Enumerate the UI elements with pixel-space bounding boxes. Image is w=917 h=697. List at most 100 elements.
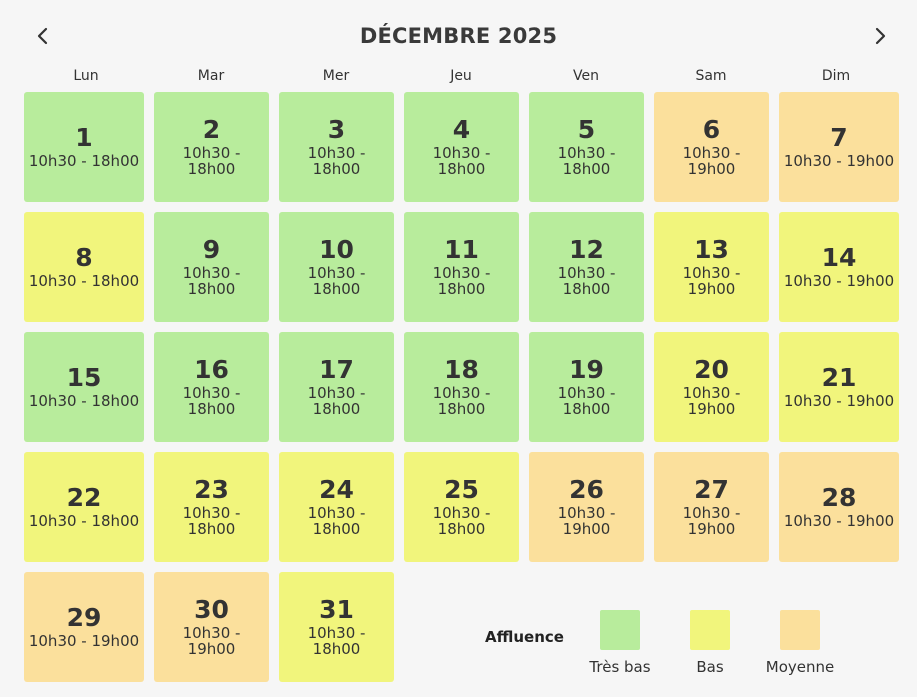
day-number: 16 (194, 355, 229, 384)
day-cell[interactable]: 9 10h30 - 18h00 (154, 212, 269, 322)
legend-swatch-bas (690, 610, 730, 650)
day-cell[interactable]: 25 10h30 - 18h00 (404, 452, 519, 562)
day-number: 6 (702, 115, 721, 144)
day-number: 27 (694, 475, 729, 504)
day-number: 8 (75, 243, 93, 272)
day-cell[interactable]: 24 10h30 - 18h00 (279, 452, 394, 562)
day-cell[interactable]: 29 10h30 - 19h00 (24, 572, 144, 682)
legend-label-tres-bas: Très bas (589, 658, 651, 676)
day-number: 12 (569, 235, 604, 264)
day-number: 14 (821, 243, 857, 272)
day-number: 3 (327, 115, 346, 144)
day-cell[interactable]: 5 10h30 - 18h00 (529, 92, 644, 202)
day-cell[interactable]: 17 10h30 - 18h00 (279, 332, 394, 442)
day-number: 22 (66, 483, 102, 512)
weekday-label: Lun (73, 68, 99, 84)
month-title: DÉCEMBRE 2025 (359, 24, 558, 48)
opening-hours: 10h30 - 18h00 (307, 504, 366, 538)
day-cell[interactable]: 18 10h30 - 18h00 (404, 332, 519, 442)
day-number: 20 (694, 355, 729, 384)
previous-month-button[interactable] (29, 22, 57, 50)
day-cell[interactable]: 15 10h30 - 18h00 (24, 332, 144, 442)
day-cell[interactable]: 31 10h30 - 18h00 (279, 572, 394, 682)
day-cell[interactable]: 6 10h30 - 19h00 (654, 92, 769, 202)
day-number: 18 (444, 355, 479, 384)
day-number: 29 (66, 603, 102, 632)
day-number: 5 (577, 115, 596, 144)
weekday-label: Mar (197, 68, 225, 84)
opening-hours: 10h30 - 19h00 (783, 392, 895, 410)
day-cell[interactable]: 2 10h30 - 18h00 (154, 92, 269, 202)
opening-hours: 10h30 - 18h00 (432, 264, 491, 298)
day-cell[interactable]: 23 10h30 - 18h00 (154, 452, 269, 562)
day-cell[interactable]: 22 10h30 - 18h00 (24, 452, 144, 562)
opening-hours: 10h30 - 19h00 (682, 384, 741, 418)
opening-hours: 10h30 - 19h00 (783, 152, 895, 170)
weekday-label: Jeu (450, 68, 472, 84)
opening-hours: 10h30 - 18h00 (307, 144, 366, 178)
opening-hours: 10h30 - 18h00 (182, 384, 241, 418)
day-number: 10 (319, 235, 354, 264)
opening-hours: 10h30 - 18h00 (28, 152, 140, 170)
opening-hours: 10h30 - 18h00 (28, 392, 140, 410)
chevron-right-icon (875, 27, 886, 45)
opening-hours: 10h30 - 19h00 (557, 504, 616, 538)
opening-hours: 10h30 - 18h00 (307, 624, 366, 658)
next-month-button[interactable] (866, 22, 894, 50)
opening-hours: 10h30 - 18h00 (557, 144, 616, 178)
day-number: 24 (319, 475, 354, 504)
opening-hours: 10h30 - 18h00 (432, 384, 491, 418)
day-cell[interactable]: 21 10h30 - 19h00 (779, 332, 899, 442)
day-number: 31 (319, 595, 354, 624)
opening-hours: 10h30 - 19h00 (182, 624, 241, 658)
day-cell[interactable]: 27 10h30 - 19h00 (654, 452, 769, 562)
day-number: 2 (202, 115, 221, 144)
day-cell[interactable]: 16 10h30 - 18h00 (154, 332, 269, 442)
opening-hours: 10h30 - 19h00 (682, 144, 741, 178)
day-cell[interactable]: 7 10h30 - 19h00 (779, 92, 899, 202)
day-cell[interactable]: 8 10h30 - 18h00 (24, 212, 144, 322)
opening-hours: 10h30 - 18h00 (432, 144, 491, 178)
day-number: 28 (821, 483, 857, 512)
day-cell[interactable]: 20 10h30 - 19h00 (654, 332, 769, 442)
opening-hours: 10h30 - 18h00 (182, 264, 241, 298)
day-cell[interactable]: 14 10h30 - 19h00 (779, 212, 899, 322)
opening-hours: 10h30 - 19h00 (783, 272, 895, 290)
opening-hours: 10h30 - 18h00 (182, 144, 241, 178)
legend-swatch-moyenne (780, 610, 820, 650)
opening-hours: 10h30 - 19h00 (28, 632, 140, 650)
day-cell[interactable]: 3 10h30 - 18h00 (279, 92, 394, 202)
chevron-left-icon (37, 27, 48, 45)
day-number: 30 (194, 595, 229, 624)
day-cell[interactable]: 26 10h30 - 19h00 (529, 452, 644, 562)
day-cell[interactable]: 1 10h30 - 18h00 (24, 92, 144, 202)
day-cell[interactable]: 28 10h30 - 19h00 (779, 452, 899, 562)
day-cell[interactable]: 19 10h30 - 18h00 (529, 332, 644, 442)
legend-title: Affluence (485, 628, 564, 646)
weekday-label: Ven (573, 68, 599, 84)
legend-swatch-tres-bas (600, 610, 640, 650)
day-number: 7 (830, 123, 848, 152)
opening-hours: 10h30 - 18h00 (28, 272, 140, 290)
day-cell[interactable]: 12 10h30 - 18h00 (529, 212, 644, 322)
day-cell[interactable]: 30 10h30 - 19h00 (154, 572, 269, 682)
legend-label-bas: Bas (696, 658, 724, 676)
day-cell[interactable]: 11 10h30 - 18h00 (404, 212, 519, 322)
weekday-label: Mer (322, 68, 350, 84)
day-cell[interactable]: 4 10h30 - 18h00 (404, 92, 519, 202)
day-cell[interactable]: 13 10h30 - 19h00 (654, 212, 769, 322)
day-number: 4 (452, 115, 471, 144)
weekday-label: Sam (695, 68, 727, 84)
day-number: 19 (569, 355, 604, 384)
opening-hours: 10h30 - 19h00 (682, 504, 741, 538)
opening-hours: 10h30 - 18h00 (557, 384, 616, 418)
day-number: 23 (194, 475, 229, 504)
opening-hours: 10h30 - 18h00 (307, 264, 366, 298)
calendar-header: DÉCEMBRE 2025 (0, 0, 917, 72)
day-number: 25 (444, 475, 479, 504)
day-number: 13 (694, 235, 729, 264)
opening-hours: 10h30 - 18h00 (28, 512, 140, 530)
day-cell[interactable]: 10 10h30 - 18h00 (279, 212, 394, 322)
opening-hours: 10h30 - 19h00 (783, 512, 895, 530)
opening-hours: 10h30 - 18h00 (307, 384, 366, 418)
